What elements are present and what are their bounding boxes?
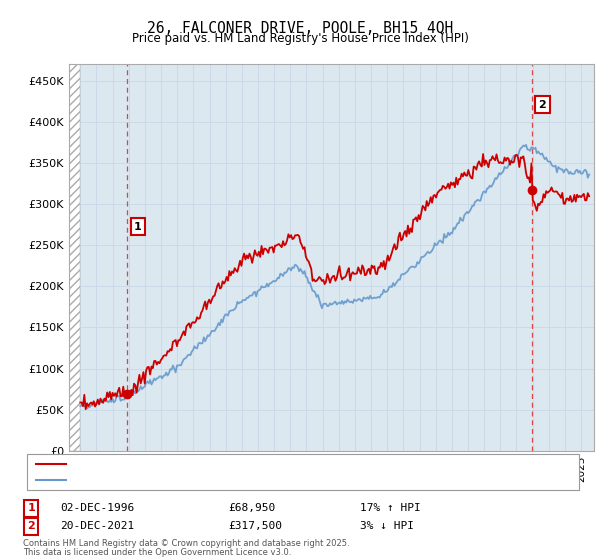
Text: £68,950: £68,950 bbox=[228, 503, 275, 514]
Text: HPI: Average price, semi-detached house, Bournemouth Christchurch and Poole: HPI: Average price, semi-detached house,… bbox=[72, 475, 522, 485]
Text: 26, FALCONER DRIVE, POOLE, BH15 4QH (semi-detached house): 26, FALCONER DRIVE, POOLE, BH15 4QH (sem… bbox=[72, 459, 414, 469]
Text: Price paid vs. HM Land Registry's House Price Index (HPI): Price paid vs. HM Land Registry's House … bbox=[131, 32, 469, 45]
Text: 26, FALCONER DRIVE, POOLE, BH15 4QH: 26, FALCONER DRIVE, POOLE, BH15 4QH bbox=[147, 21, 453, 36]
Text: £317,500: £317,500 bbox=[228, 521, 282, 531]
Bar bbox=[69, 64, 80, 451]
Text: 1: 1 bbox=[28, 503, 35, 514]
Text: This data is licensed under the Open Government Licence v3.0.: This data is licensed under the Open Gov… bbox=[23, 548, 291, 557]
Text: 20-DEC-2021: 20-DEC-2021 bbox=[60, 521, 134, 531]
Text: 2: 2 bbox=[538, 100, 546, 110]
Text: 3% ↓ HPI: 3% ↓ HPI bbox=[360, 521, 414, 531]
Text: 1: 1 bbox=[134, 222, 142, 232]
Text: 17% ↑ HPI: 17% ↑ HPI bbox=[360, 503, 421, 514]
Text: 02-DEC-1996: 02-DEC-1996 bbox=[60, 503, 134, 514]
Text: Contains HM Land Registry data © Crown copyright and database right 2025.: Contains HM Land Registry data © Crown c… bbox=[23, 539, 349, 548]
Text: 2: 2 bbox=[28, 521, 35, 531]
